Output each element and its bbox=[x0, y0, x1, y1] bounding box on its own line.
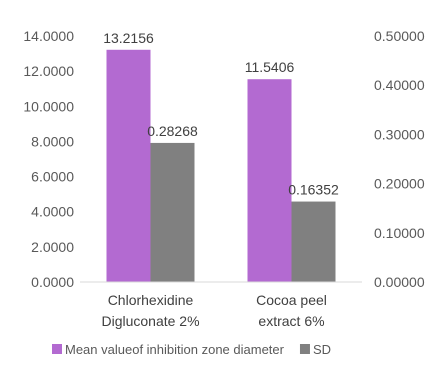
y-tick-label-primary: 2.0000 bbox=[31, 239, 74, 255]
x-category-label: Cocoa peel bbox=[256, 292, 327, 308]
y-tick-label-primary: 10.0000 bbox=[23, 98, 74, 114]
data-label: 11.5406 bbox=[245, 59, 295, 75]
x-axis-categories: Chlorhexidine Digluconate 2% Cocoa peel ext… bbox=[101, 292, 326, 329]
y-tick-label-secondary: 0.10000 bbox=[374, 225, 425, 241]
bar-mean bbox=[106, 49, 151, 283]
legend-swatch bbox=[299, 344, 310, 354]
data-label: 0.16352 bbox=[288, 182, 339, 198]
y-tick-label-primary: 14.0000 bbox=[23, 28, 74, 44]
y-tick-label-primary: 6.0000 bbox=[31, 169, 74, 185]
bars bbox=[106, 49, 336, 283]
y-axis-secondary: 0.00000 0.10000 0.20000 0.30000 0.40000 0.500… bbox=[374, 28, 425, 290]
legend-label: SD bbox=[313, 342, 331, 357]
data-label: 0.28268 bbox=[147, 123, 198, 139]
y-tick-label-primary: 0.0000 bbox=[31, 274, 74, 290]
data-labels: 13.2156 0.28268 11.5406 0.16352 bbox=[103, 30, 339, 198]
bar-sd bbox=[291, 201, 336, 282]
data-label: 13.2156 bbox=[103, 30, 154, 46]
y-axis-primary: 0.0000 2.0000 4.0000 6.0000 8.0000 10.0000 12.… bbox=[23, 28, 74, 290]
bar-sd bbox=[150, 142, 195, 282]
y-tick-label-secondary: 0.00000 bbox=[374, 274, 425, 290]
y-tick-label-secondary: 0.40000 bbox=[374, 77, 425, 93]
y-tick-label-secondary: 0.50000 bbox=[374, 28, 425, 44]
legend-swatch bbox=[52, 344, 62, 354]
x-category-label: Chlorhexidine bbox=[108, 292, 194, 308]
legend: Mean valueof inhibition zone diameter SD bbox=[52, 342, 331, 357]
legend-label: Mean valueof inhibition zone diameter bbox=[65, 342, 285, 357]
y-tick-label-primary: 8.0000 bbox=[31, 133, 74, 149]
y-tick-label-secondary: 0.30000 bbox=[374, 126, 425, 142]
bar-mean bbox=[247, 79, 292, 282]
x-category-label: extract 6% bbox=[258, 313, 324, 329]
y-tick-label-secondary: 0.20000 bbox=[374, 176, 425, 192]
y-tick-label-primary: 4.0000 bbox=[31, 204, 74, 220]
x-category-label: Digluconate 2% bbox=[101, 313, 199, 329]
y-tick-label-primary: 12.0000 bbox=[23, 63, 74, 79]
